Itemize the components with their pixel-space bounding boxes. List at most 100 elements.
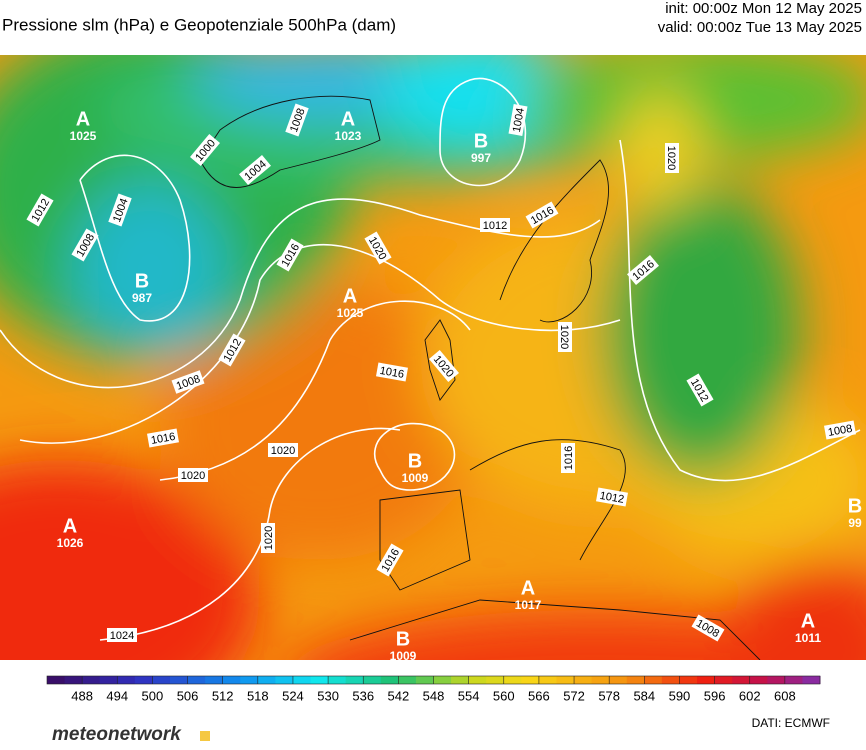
colorbar-cell [732, 676, 751, 684]
colorbar-cell [117, 676, 136, 684]
colorbar-tick-label: 602 [739, 688, 761, 703]
colorbar-cell [521, 676, 540, 684]
isobar-label: 1012 [596, 487, 628, 507]
colorbar-cell [205, 676, 224, 684]
colorbar-cell [47, 676, 66, 684]
center-letter: A [343, 285, 357, 307]
logo: meteonetwork [52, 724, 182, 745]
init-time: init: 00:00z Mon 12 May 2025 [665, 0, 862, 17]
isobar-label-bg [665, 143, 679, 173]
center-value: 1011 [795, 631, 821, 645]
isobar-label-bg [71, 228, 99, 262]
isobar-label-bg [376, 543, 404, 577]
isobar-label-bg [147, 428, 179, 448]
center-value: 1017 [515, 598, 542, 612]
colorbar-tick-label: 608 [774, 688, 796, 703]
isobar-label-bg [691, 614, 725, 642]
colorbar-cell [644, 676, 663, 684]
colorbar-tick-label: 518 [247, 688, 269, 703]
colorbar-tick-label: 500 [142, 688, 164, 703]
center-value: 99 [848, 516, 862, 530]
center-letter: A [341, 108, 355, 130]
valid-time: valid: 00:00z Tue 13 May 2025 [658, 19, 862, 36]
center-letter: B [135, 270, 149, 292]
colorbar-cell [82, 676, 101, 684]
colorbar-cell [363, 676, 382, 684]
colorbar-cell [433, 676, 452, 684]
isobar-label-bg [239, 154, 271, 186]
isobar-label-bg [178, 468, 208, 482]
isobar-label-bg [376, 362, 408, 382]
isobar-label-bg [285, 103, 309, 137]
center-letter: A [801, 610, 815, 632]
isobar-label-text: 1020 [558, 325, 570, 349]
colorbar-tick-label: 536 [352, 688, 374, 703]
center-value: 1025 [70, 129, 97, 143]
colorbar-cell [398, 676, 417, 684]
isobar-label-bg [268, 443, 298, 457]
colorbar-cell [468, 676, 487, 684]
center-value: 1009 [402, 471, 429, 485]
isobar-label-text: 1020 [665, 146, 677, 170]
isobar-label-text: 1020 [181, 470, 205, 482]
isobar-label-bg [480, 218, 510, 232]
colorbar-cell [538, 676, 557, 684]
colorbar-tick-label: 542 [388, 688, 410, 703]
center-value: 1025 [337, 306, 364, 320]
isobar-label: 1020 [261, 523, 275, 553]
isobar-label-bg [596, 487, 628, 507]
center-value: 1023 [335, 129, 362, 143]
isobar-label: 1020 [558, 322, 572, 352]
colorbar-tick-label: 554 [458, 688, 480, 703]
colorbar-cell [64, 676, 83, 684]
isobar-label: 1004 [508, 104, 528, 136]
isobar-label: 1012 [480, 218, 510, 232]
isobar-label-text: 1016 [379, 365, 405, 381]
colorbar-cell [292, 676, 312, 684]
center-value: 987 [132, 291, 152, 305]
colorbar-cell [415, 676, 434, 684]
isobar-label-text: 1004 [511, 107, 527, 133]
logo-square [200, 731, 210, 741]
colorbar-cell [99, 676, 118, 684]
colorbar-cell [451, 676, 470, 684]
center-value: 1009 [390, 649, 417, 663]
isobar-label-text: 1024 [110, 630, 134, 642]
data-source: DATI: ECMWF [752, 716, 830, 730]
colorbar-cell [240, 676, 259, 684]
isobar-label-text: 1020 [263, 526, 275, 550]
colorbar-tick-label: 530 [317, 688, 339, 703]
colorbar-cell [767, 676, 786, 684]
colorbar-tick-label: 524 [282, 688, 304, 703]
colorbar-cell [609, 676, 628, 684]
colorbar-cell [169, 676, 189, 684]
isobar-label-text: 1012 [599, 490, 625, 506]
colorbar-tick-label: 560 [493, 688, 515, 703]
center-letter: B [408, 450, 422, 472]
isobar-label-text: 1016 [150, 431, 176, 447]
colorbar-cell [679, 676, 698, 684]
coastlines [199, 95, 761, 660]
colorbar-cell [380, 676, 399, 684]
colorbar-cell [310, 676, 329, 684]
colorbar-cell [187, 676, 206, 684]
colorbar-cell [749, 676, 768, 684]
center-value: 997 [471, 151, 491, 165]
colorbar-cell [134, 676, 153, 684]
isobar-label-bg [686, 373, 714, 407]
isobar-label-bg [428, 350, 460, 382]
center-letter: B [396, 628, 410, 650]
colorbar-tick-label: 572 [563, 688, 585, 703]
center-value: 1026 [57, 536, 84, 550]
colorbar-tick-label: 494 [106, 688, 128, 703]
isobar-label: 1020 [268, 443, 298, 457]
colorbar-cell [661, 676, 680, 684]
colorbar-tick-label: 548 [423, 688, 445, 703]
colorbar-cell [556, 676, 575, 684]
isobar-label-bg [108, 193, 132, 227]
colorbar-tick-label: 584 [633, 688, 655, 703]
colorbar-cell [486, 676, 505, 684]
isobar-label: 1008 [824, 420, 856, 440]
